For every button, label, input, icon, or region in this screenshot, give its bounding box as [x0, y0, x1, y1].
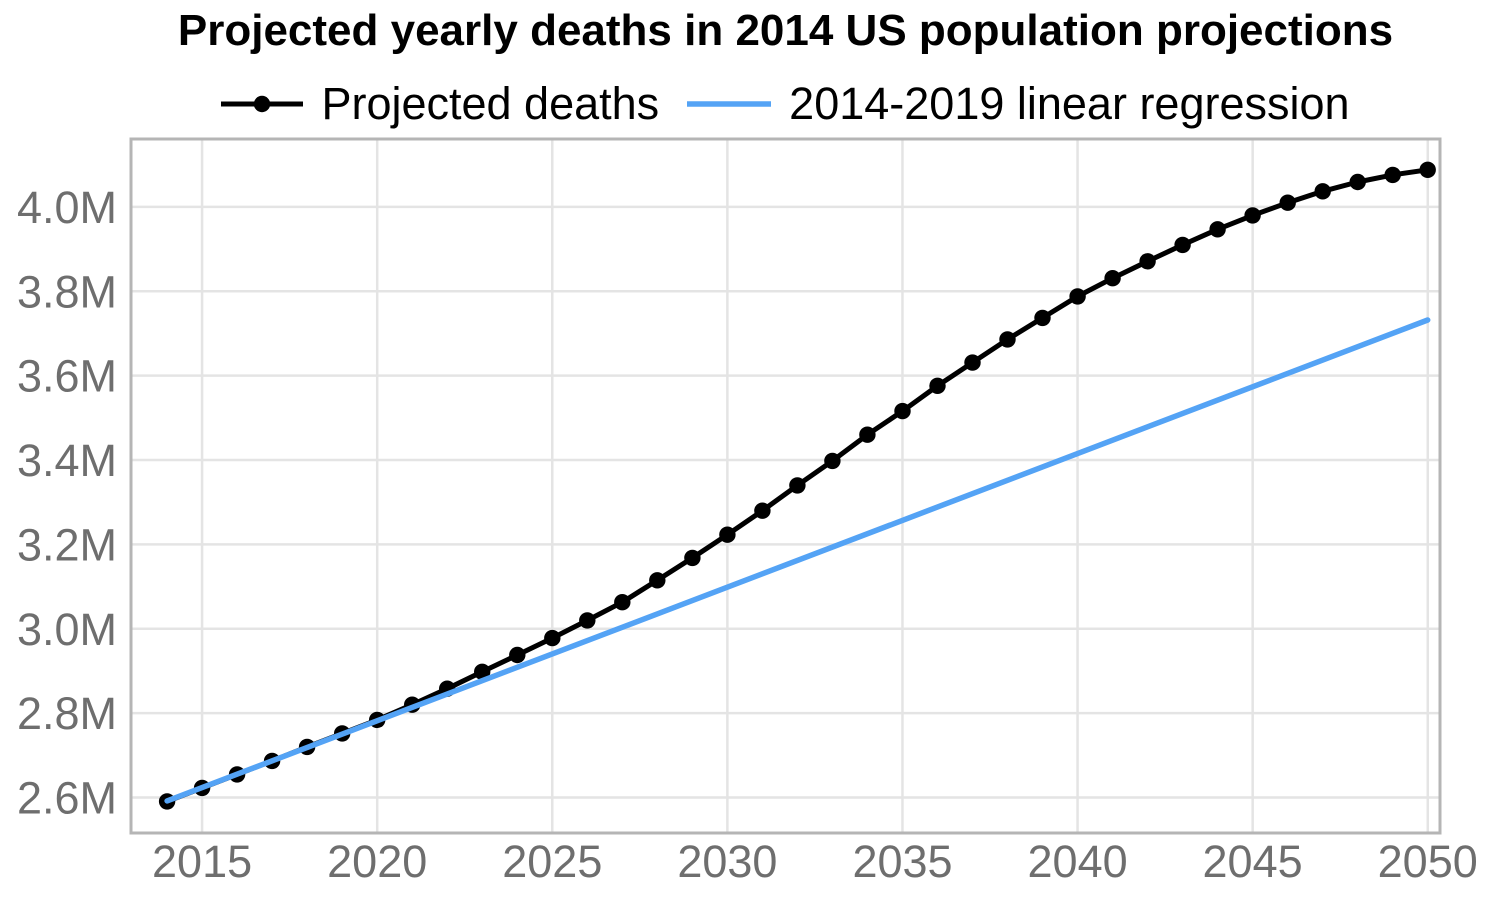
- data-point: [1419, 161, 1436, 178]
- data-point: [1034, 309, 1051, 327]
- data-point: [544, 629, 561, 647]
- y-tick-label: 2.8M: [17, 688, 117, 739]
- x-tick-label: 2050: [1378, 836, 1478, 887]
- y-tick-label: 3.6M: [17, 351, 117, 402]
- legend-label-regression: 2014-2019 linear regression: [789, 78, 1350, 129]
- data-point: [719, 526, 736, 543]
- legend-label-projected-deaths: Projected deaths: [321, 78, 660, 129]
- data-point: [824, 452, 841, 470]
- data-point: [1384, 166, 1401, 184]
- legend-item-projected-deaths: Projected deaths: [221, 78, 659, 130]
- plot-panel: [131, 139, 1440, 833]
- y-tick-label: 3.8M: [17, 266, 117, 317]
- x-tick-label: 2020: [327, 836, 427, 887]
- y-tick-label: 2.6M: [17, 773, 117, 824]
- data-point: [1174, 236, 1191, 254]
- data-point: [649, 572, 666, 589]
- data-point: [1069, 288, 1086, 305]
- legend-item-regression: 2014-2019 linear regression: [687, 78, 1350, 130]
- panel-border: [129, 137, 1442, 835]
- data-point: [859, 426, 876, 443]
- y-tick-label: 4.0M: [17, 182, 117, 233]
- data-point: [614, 594, 631, 611]
- x-tick-label: 2015: [152, 836, 252, 887]
- x-tick-label: 2030: [677, 836, 777, 887]
- data-point: [474, 663, 491, 680]
- chart-legend: Projected deaths 2014-2019 linear regres…: [131, 78, 1440, 130]
- line-marker-icon: [687, 101, 772, 107]
- legend-dot-black: [254, 95, 271, 113]
- y-tick-label: 3.4M: [17, 435, 117, 486]
- data-point: [1314, 183, 1331, 200]
- regression-line: [164, 317, 1431, 804]
- data-point: [789, 477, 806, 494]
- data-point: [964, 354, 981, 371]
- data-point: [1244, 207, 1261, 224]
- data-point: [894, 402, 911, 420]
- data-point: [1349, 173, 1366, 191]
- data-point: [684, 549, 701, 567]
- x-tick-label: 2035: [852, 836, 952, 887]
- data-point: [929, 377, 946, 394]
- data-point: [509, 646, 526, 664]
- data-point: [1104, 270, 1121, 287]
- data-point: [1279, 194, 1296, 211]
- data-point: [999, 331, 1016, 348]
- x-tick-label: 2025: [502, 836, 602, 887]
- data-point: [1209, 221, 1226, 238]
- chart-title: Projected yearly deaths in 2014 US popul…: [177, 6, 1394, 55]
- data-point: [1139, 253, 1156, 270]
- y-tick-label: 3.2M: [17, 519, 117, 570]
- line-dot-marker-icon: [221, 95, 304, 113]
- x-tick-label: 2045: [1203, 836, 1303, 887]
- data-point: [754, 502, 771, 519]
- y-tick-label: 3.0M: [17, 604, 117, 655]
- data-point: [579, 612, 596, 629]
- x-tick-label: 2040: [1028, 836, 1128, 887]
